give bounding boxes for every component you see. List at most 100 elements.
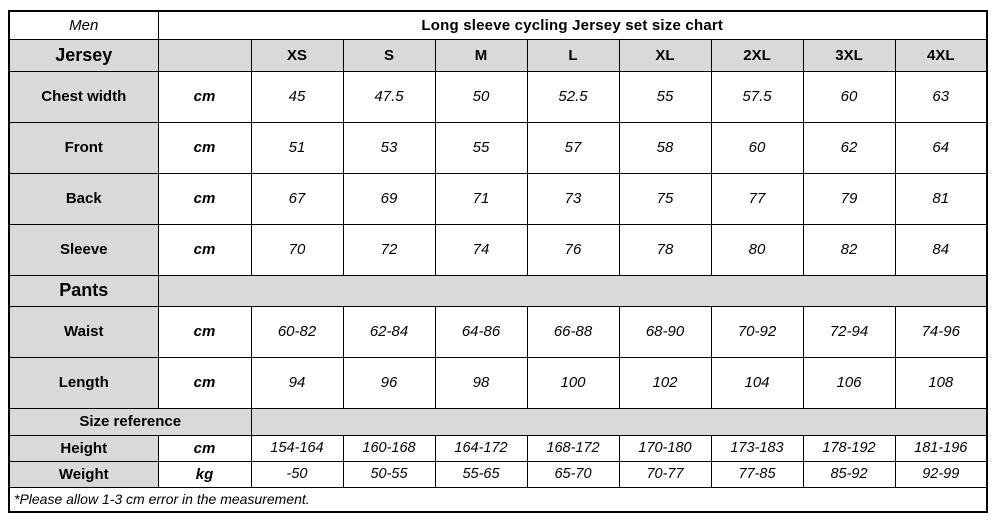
value-cell: 64-86 xyxy=(434,305,528,358)
table-row: Men Long sleeve cycling Jersey set size … xyxy=(8,10,988,40)
unit-cell: kg xyxy=(157,460,252,488)
value-cell: 75 xyxy=(618,172,712,225)
value-cell: 82 xyxy=(802,223,896,276)
value-cell: 181-196 xyxy=(894,434,988,462)
unit-cell: cm xyxy=(157,172,252,225)
size-header-4xl: 4XL xyxy=(894,38,988,72)
unit-cell: cm xyxy=(157,305,252,358)
value-cell: 60-82 xyxy=(250,305,344,358)
row-label: Chest width xyxy=(8,70,159,123)
table-row: Pants xyxy=(8,274,988,307)
value-cell: 64 xyxy=(894,121,988,174)
value-cell: 96 xyxy=(342,356,436,409)
value-cell: 160-168 xyxy=(342,434,436,462)
value-cell: 74 xyxy=(434,223,528,276)
gender-label: Men xyxy=(8,10,159,40)
value-cell: 67 xyxy=(250,172,344,225)
value-cell: 51 xyxy=(250,121,344,174)
empty-cell xyxy=(157,38,252,72)
value-cell: 73 xyxy=(526,172,620,225)
value-cell: 50-55 xyxy=(342,460,436,488)
unit-cell: cm xyxy=(157,70,252,123)
value-cell: 45 xyxy=(250,70,344,123)
value-cell: 60 xyxy=(802,70,896,123)
value-cell: 47.5 xyxy=(342,70,436,123)
value-cell: 164-172 xyxy=(434,434,528,462)
table-row: Jersey XS S M L XL 2XL 3XL 4XL xyxy=(8,38,988,72)
value-cell: 173-183 xyxy=(710,434,804,462)
value-cell: 70-77 xyxy=(618,460,712,488)
value-cell: 68-90 xyxy=(618,305,712,358)
table-row-chest-width: Chest width cm 45 47.5 50 52.5 55 57.5 6… xyxy=(8,70,988,123)
table-row-sleeve: Sleeve cm 70 72 74 76 78 80 82 84 xyxy=(8,223,988,276)
value-cell: 70 xyxy=(250,223,344,276)
value-cell: 57 xyxy=(526,121,620,174)
value-cell: 63 xyxy=(894,70,988,123)
value-cell: 168-172 xyxy=(526,434,620,462)
value-cell: 178-192 xyxy=(802,434,896,462)
value-cell: 78 xyxy=(618,223,712,276)
value-cell: 98 xyxy=(434,356,528,409)
section-pants-label: Pants xyxy=(8,274,159,307)
value-cell: 69 xyxy=(342,172,436,225)
value-cell: 60 xyxy=(710,121,804,174)
value-cell: 72 xyxy=(342,223,436,276)
value-cell: 154-164 xyxy=(250,434,344,462)
unit-cell: cm xyxy=(157,121,252,174)
unit-cell: cm xyxy=(157,356,252,409)
value-cell: 58 xyxy=(618,121,712,174)
table-row-front: Front cm 51 53 55 57 58 60 62 64 xyxy=(8,121,988,174)
value-cell: 70-92 xyxy=(710,305,804,358)
value-cell: 84 xyxy=(894,223,988,276)
row-label: Sleeve xyxy=(8,223,159,276)
value-cell: 62 xyxy=(802,121,896,174)
unit-cell: cm xyxy=(157,223,252,276)
size-header-l: L xyxy=(526,38,620,72)
row-label: Front xyxy=(8,121,159,174)
value-cell: 55 xyxy=(434,121,528,174)
table-row: Size reference xyxy=(8,407,988,436)
value-cell: 65-70 xyxy=(526,460,620,488)
value-cell: 55-65 xyxy=(434,460,528,488)
value-cell: 72-94 xyxy=(802,305,896,358)
value-cell: 76 xyxy=(526,223,620,276)
value-cell: 66-88 xyxy=(526,305,620,358)
value-cell: 92-99 xyxy=(894,460,988,488)
size-chart-table: Men Long sleeve cycling Jersey set size … xyxy=(8,10,988,513)
table-row: *Please allow 1-3 cm error in the measur… xyxy=(8,486,988,513)
empty-band-cell xyxy=(157,274,988,307)
value-cell: 102 xyxy=(618,356,712,409)
value-cell: 79 xyxy=(802,172,896,225)
value-cell: 71 xyxy=(434,172,528,225)
row-label: Waist xyxy=(8,305,159,358)
table-row-back: Back cm 67 69 71 73 75 77 79 81 xyxy=(8,172,988,225)
value-cell: 52.5 xyxy=(526,70,620,123)
value-cell: 62-84 xyxy=(342,305,436,358)
value-cell: 106 xyxy=(802,356,896,409)
table-row-height: Height cm 154-164 160-168 164-172 168-17… xyxy=(8,434,988,462)
unit-cell: cm xyxy=(157,434,252,462)
footnote-text: *Please allow 1-3 cm error in the measur… xyxy=(8,486,988,513)
table-row-length: Length cm 94 96 98 100 102 104 106 108 xyxy=(8,356,988,409)
size-header-s: S xyxy=(342,38,436,72)
size-header-xl: XL xyxy=(618,38,712,72)
value-cell: 74-96 xyxy=(894,305,988,358)
section-size-reference-label: Size reference xyxy=(8,407,252,436)
empty-band-cell xyxy=(250,407,988,436)
table-row-waist: Waist cm 60-82 62-84 64-86 66-88 68-90 7… xyxy=(8,305,988,358)
section-jersey-label: Jersey xyxy=(8,38,159,72)
value-cell: 53 xyxy=(342,121,436,174)
value-cell: 57.5 xyxy=(710,70,804,123)
value-cell: 81 xyxy=(894,172,988,225)
row-label: Weight xyxy=(8,460,159,488)
size-header-m: M xyxy=(434,38,528,72)
value-cell: 50 xyxy=(434,70,528,123)
value-cell: 108 xyxy=(894,356,988,409)
size-header-xs: XS xyxy=(250,38,344,72)
value-cell: 94 xyxy=(250,356,344,409)
value-cell: 77-85 xyxy=(710,460,804,488)
row-label: Height xyxy=(8,434,159,462)
value-cell: 170-180 xyxy=(618,434,712,462)
table-row-weight: Weight kg -50 50-55 55-65 65-70 70-77 77… xyxy=(8,460,988,488)
